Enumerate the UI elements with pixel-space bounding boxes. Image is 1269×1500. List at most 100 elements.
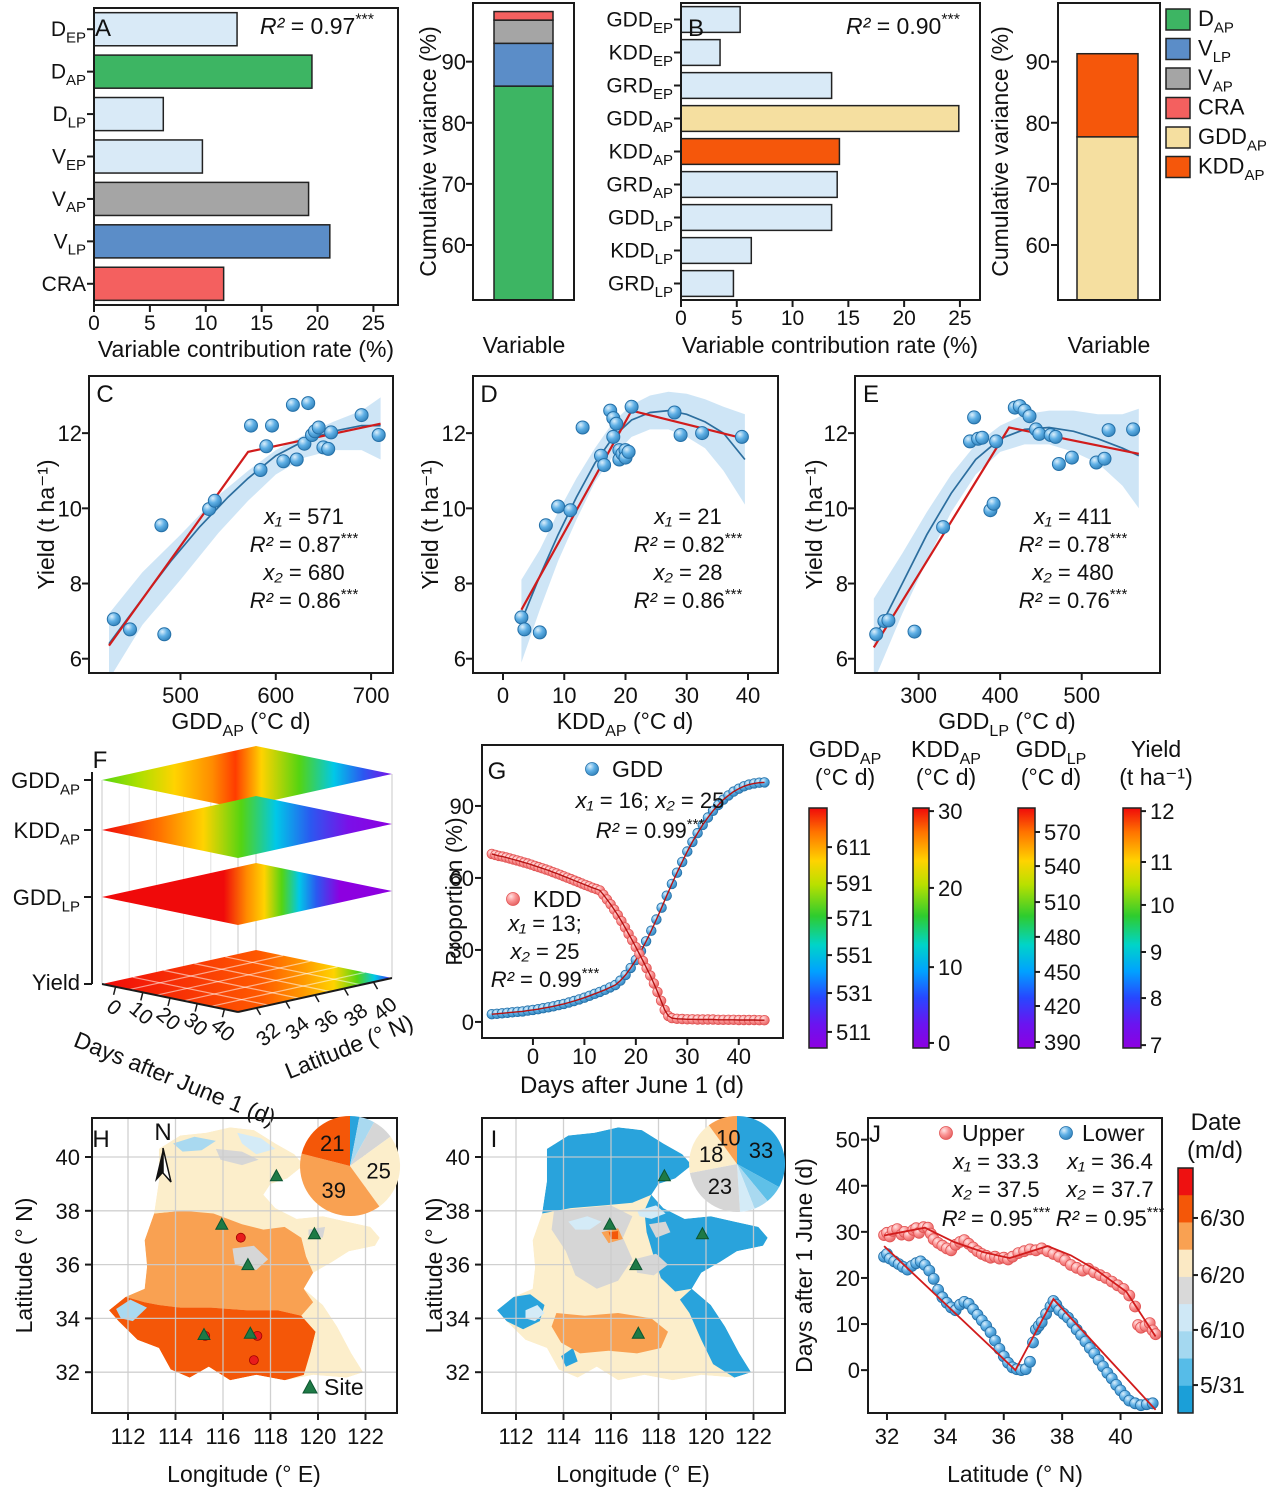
svg-text:300: 300 <box>900 683 937 708</box>
svg-text:30: 30 <box>836 1220 860 1245</box>
svg-text:23: 23 <box>708 1174 732 1199</box>
pie-slice-H-3 <box>350 1136 401 1207</box>
svg-text:7: 7 <box>1150 1033 1162 1058</box>
panel-C-scatter: 500 600 700 6 8 10 12 GDDAP (°C d) Yield (t ha⁻¹… <box>33 375 394 740</box>
svg-text:40: 40 <box>1108 1424 1132 1449</box>
data-point <box>1097 451 1112 466</box>
svg-text:0: 0 <box>938 1031 950 1056</box>
data-point <box>881 613 896 628</box>
svg-text:32: 32 <box>56 1360 80 1385</box>
colorbar-3 <box>1122 807 1142 1049</box>
svg-text:R² = 0.90***: R² = 0.90*** <box>846 11 960 39</box>
site-marker <box>695 1226 710 1240</box>
svg-text:DLP: DLP <box>52 103 86 131</box>
svg-text:32: 32 <box>875 1424 899 1449</box>
svg-text:8: 8 <box>836 572 848 597</box>
svg-text:Yield (t ha⁻¹): Yield (t ha⁻¹) <box>417 459 443 589</box>
svg-text:Yield: Yield <box>32 970 80 995</box>
stack-A_stack-V_LP <box>493 42 554 87</box>
site-marker <box>631 1326 646 1339</box>
date-colorbar-segment-2 <box>1178 1222 1193 1251</box>
bar-A-6 <box>93 266 225 302</box>
svg-text:116: 116 <box>205 1424 240 1449</box>
svg-text:25: 25 <box>366 1159 390 1184</box>
pie-slice-H-4 <box>300 1153 380 1217</box>
svg-text:KDDAP: KDDAP <box>609 141 673 169</box>
svg-text:90: 90 <box>450 794 474 819</box>
svg-text:551: 551 <box>836 943 873 968</box>
svg-text:6/20: 6/20 <box>1200 1262 1245 1288</box>
svg-text:10: 10 <box>836 1312 860 1337</box>
panel-I-map: 112 114 116 118 120 122 32 34 36 38 40 Longitude (°… <box>421 1115 786 1487</box>
surface-layer-gddap <box>102 746 392 808</box>
site-marker <box>307 1226 322 1240</box>
point-Lower <box>927 1273 940 1285</box>
svg-text:Latitude (° N): Latitude (° N) <box>947 1461 1083 1487</box>
data-point <box>253 463 268 477</box>
legend-swatch-5 <box>1165 155 1191 179</box>
svg-text:E: E <box>863 381 879 408</box>
svg-text:33: 33 <box>749 1138 773 1163</box>
data-point <box>538 518 553 533</box>
data-point <box>514 610 529 625</box>
svg-text:60: 60 <box>442 233 466 258</box>
svg-text:8: 8 <box>70 572 82 597</box>
svg-text:570: 570 <box>1044 820 1081 845</box>
svg-text:30: 30 <box>938 799 962 824</box>
svg-text:R² = 0.86***: R² = 0.86*** <box>634 586 743 613</box>
svg-text:DEP: DEP <box>51 18 86 46</box>
data-point <box>936 520 951 535</box>
stack-A_stack-D_AP <box>493 85 554 301</box>
svg-text:38: 38 <box>1050 1424 1074 1449</box>
svg-text:GRDLP: GRDLP <box>608 273 673 301</box>
data-point <box>259 439 274 454</box>
svg-text:20: 20 <box>836 1266 860 1291</box>
svg-text:5: 5 <box>731 307 743 330</box>
svg-text:Latitude (° N): Latitude (° N) <box>421 1198 447 1334</box>
svg-text:(t ha⁻¹): (t ha⁻¹) <box>1119 764 1192 790</box>
svg-text:Date: Date <box>1191 1109 1242 1136</box>
svg-text:21: 21 <box>320 1131 344 1156</box>
svg-text:40: 40 <box>56 1145 80 1170</box>
svg-text:C: C <box>96 381 113 408</box>
pie-slice-I-5 <box>689 1125 737 1173</box>
svg-text:36: 36 <box>56 1253 80 1278</box>
data-point <box>301 396 316 411</box>
svg-text:34: 34 <box>56 1306 80 1331</box>
svg-text:GDDLP (°C d): GDDLP (°C d) <box>938 708 1075 740</box>
point-Lower <box>1024 1355 1036 1368</box>
pie-slice-I-0 <box>737 1115 786 1188</box>
fit-KDD <box>491 853 765 1021</box>
map-region-9 <box>173 1136 216 1152</box>
svg-text:531: 531 <box>836 981 873 1006</box>
svg-text:10: 10 <box>716 1126 740 1151</box>
svg-text:30: 30 <box>675 683 699 708</box>
svg-text:60: 60 <box>1026 233 1050 258</box>
svg-text:12: 12 <box>58 421 82 446</box>
svg-text:x₁ = 16; x₂ = 25: x₁ = 16; x₂ = 25 <box>575 788 725 813</box>
svg-text:10: 10 <box>1150 893 1174 918</box>
data-point <box>154 518 169 533</box>
svg-text:(°C d): (°C d) <box>916 764 976 790</box>
svg-text:36: 36 <box>992 1424 1016 1449</box>
svg-text:511: 511 <box>836 1020 871 1045</box>
svg-text:120: 120 <box>688 1424 725 1449</box>
data-point <box>989 434 1004 449</box>
svg-text:D: D <box>480 381 497 408</box>
svg-text:I: I <box>491 1126 498 1153</box>
fit-Upper <box>883 1226 1157 1337</box>
map-region-10 <box>237 1132 276 1155</box>
map-region-4 <box>561 1348 578 1367</box>
map-region-13 <box>525 1305 545 1322</box>
data-point <box>551 499 566 514</box>
svg-text:Cumulative variance (%): Cumulative variance (%) <box>415 26 441 277</box>
svg-text:0: 0 <box>462 1010 474 1035</box>
svg-text:x₁ = 571: x₁ = 571 <box>263 504 344 529</box>
svg-text:12: 12 <box>442 421 466 446</box>
pie-slice-H-2 <box>350 1122 391 1166</box>
data-point <box>734 429 749 444</box>
svg-text:15: 15 <box>250 312 273 335</box>
svg-text:0: 0 <box>848 1358 860 1383</box>
